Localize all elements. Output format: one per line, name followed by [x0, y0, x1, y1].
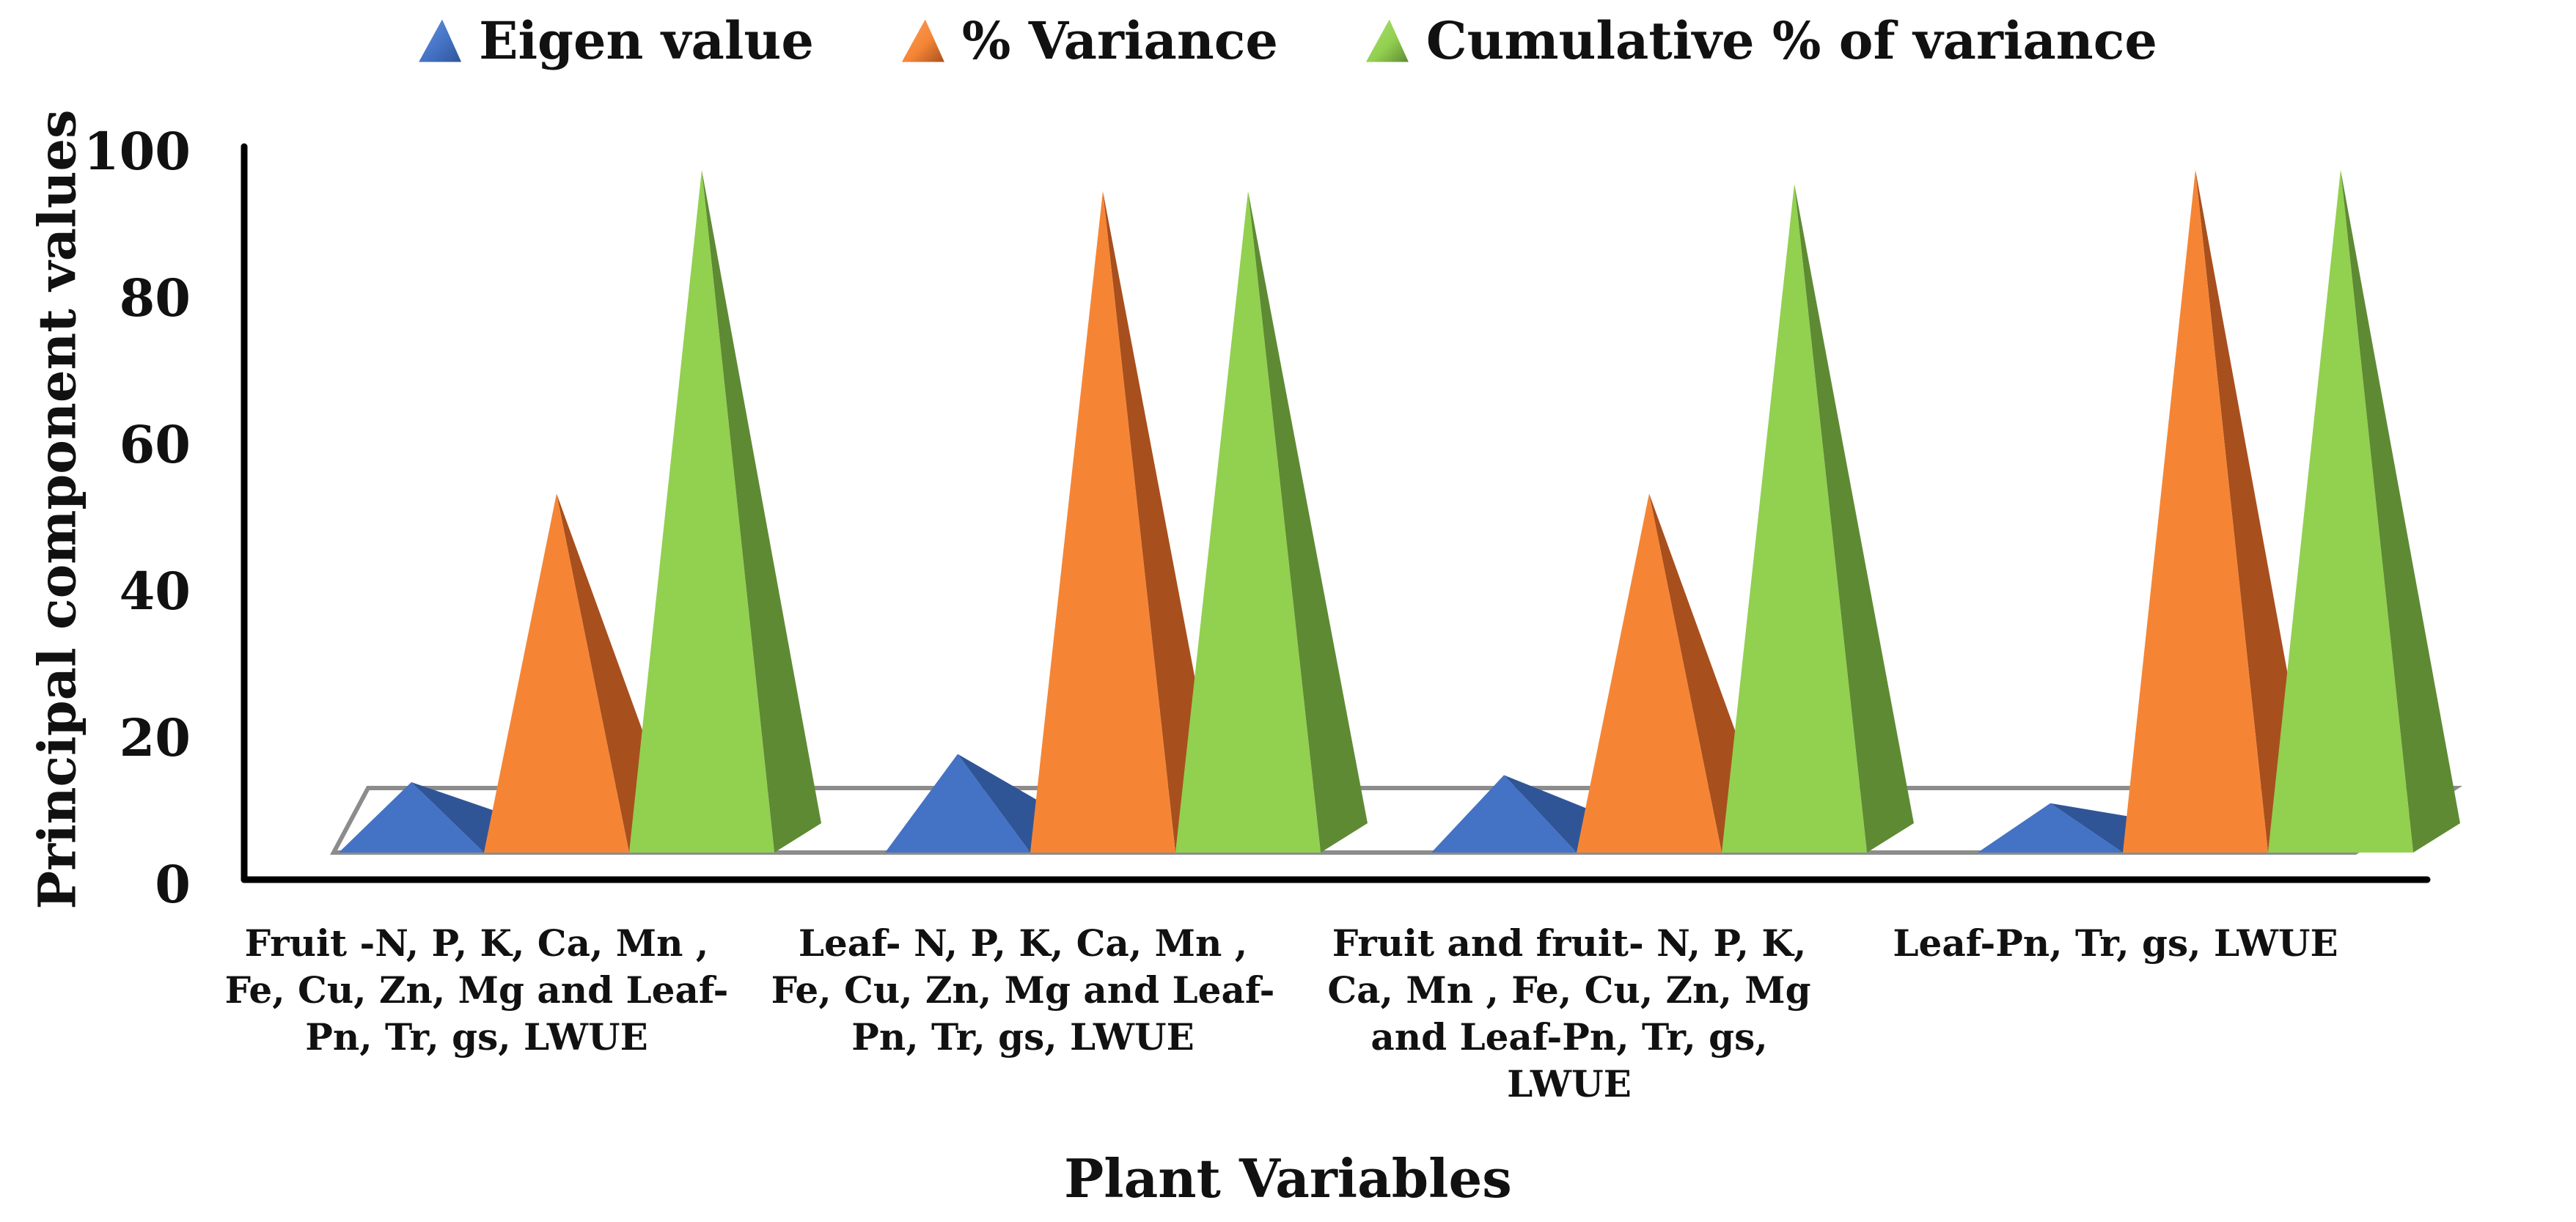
pyramid-front-face — [1978, 803, 2123, 853]
pyramid-side-face — [2341, 169, 2460, 853]
legend-swatch-variance — [901, 19, 944, 62]
chart-axes — [241, 143, 2431, 883]
pyramid-side-face — [1103, 191, 1222, 853]
legend-item-eigen-value: Eigen value — [419, 10, 814, 71]
pyramid-side-face — [1794, 184, 1914, 853]
pyramid-front-face — [484, 493, 629, 853]
legend-item-variance: % Variance — [901, 10, 1278, 71]
pyramid-side-face — [2195, 169, 2315, 853]
legend-label-eigen-value: Eigen value — [479, 10, 814, 71]
x-axis-title: Plant Variables — [1064, 1147, 1512, 1210]
x-category-label: Leaf-Pn, Tr, gs, LWUE — [1893, 921, 2338, 965]
pyramid-side-face — [1248, 191, 1368, 853]
pyramid-side-face — [702, 169, 821, 853]
pyramid-front-face — [885, 754, 1030, 853]
y-axis-title: Principal component values — [26, 109, 88, 910]
y-tick-label: 20 — [119, 707, 191, 768]
y-tick-label: 100 — [83, 121, 191, 182]
x-category-label: Fruit and fruit- N, P, K, Ca, Mn , Fe, C… — [1327, 921, 1811, 1105]
pyramid-front-face — [629, 169, 774, 853]
legend-label-cumulative: Cumulative % of variance — [1425, 10, 2157, 71]
pyramid-front-face — [1030, 191, 1175, 853]
pyramid-front-face — [1722, 184, 1867, 853]
pyramid-front-face — [2268, 169, 2413, 853]
y-tick-label: 80 — [119, 268, 191, 328]
x-category-label: Fruit -N, P, K, Ca, Mn , Fe, Cu, Zn, Mg … — [224, 921, 729, 1059]
y-tick-label: 0 — [155, 854, 191, 915]
pyramid-front-face — [2123, 169, 2268, 853]
pyramid-front-face — [1577, 493, 1722, 853]
legend: Eigen value % Variance Cumulative % of v… — [0, 10, 2576, 71]
x-category-label: Leaf- N, P, K, Ca, Mn , Fe, Cu, Zn, Mg a… — [771, 921, 1275, 1059]
y-tick-label: 40 — [119, 561, 191, 622]
y-tick-label: 60 — [119, 414, 191, 475]
legend-item-cumulative: Cumulative % of variance — [1365, 10, 2157, 71]
chart-bars — [339, 169, 2460, 853]
legend-swatch-eigen-value — [419, 19, 462, 62]
pyramid-front-face — [1175, 191, 1321, 853]
legend-label-variance: % Variance — [961, 10, 1278, 71]
legend-swatch-cumulative — [1365, 19, 1409, 62]
pyramid-front-face — [1431, 775, 1577, 853]
pyramid-front-face — [339, 782, 484, 853]
